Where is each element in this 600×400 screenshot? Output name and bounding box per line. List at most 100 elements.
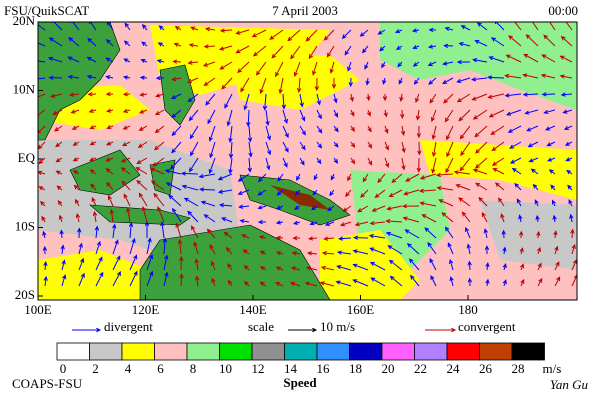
wind-arrow: [146, 237, 152, 255]
wind-arrow: [319, 281, 335, 287]
wind-arrow: [427, 44, 437, 49]
wind-arrow: [327, 205, 335, 212]
wind-arrow: [50, 93, 63, 98]
wind-arrow: [170, 93, 182, 99]
wind-arrow: [341, 29, 352, 39]
wind-arrow: [228, 125, 233, 144]
wind-arrow: [150, 180, 165, 191]
wind-arrow: [308, 236, 318, 241]
wind-arrow: [438, 199, 454, 207]
wind-arrow: [290, 266, 301, 271]
wind-arrow: [262, 93, 268, 111]
wind-arrow: [51, 22, 63, 31]
wind-arrow: [57, 200, 63, 207]
wind-arrow: [342, 205, 352, 212]
wind-arrow: [388, 189, 403, 198]
wind-arrow: [295, 189, 301, 196]
wind-arrow: [565, 157, 573, 162]
wind-arrow: [48, 75, 63, 80]
credit-left: COAPS-FSU: [12, 376, 83, 391]
scale-value: 10 m/s: [320, 319, 355, 334]
wind-arrow: [203, 214, 216, 223]
time-label: 00:00: [548, 3, 578, 18]
wind-arrow: [38, 109, 46, 117]
wind-arrow: [447, 242, 454, 255]
wind-arrow: [415, 93, 420, 103]
wind-arrow: [487, 75, 505, 80]
wind-arrow: [43, 275, 48, 287]
wind-arrow: [238, 204, 250, 209]
wind-arrow: [400, 109, 405, 119]
wind-arrow: [403, 189, 420, 196]
wind-arrow: [522, 73, 539, 79]
wind-arrow: [419, 201, 437, 207]
wind-arrow: [138, 192, 148, 207]
wind-arrow: [309, 221, 318, 226]
wind-arrow: [243, 93, 250, 111]
wind-arrow: [428, 77, 437, 85]
wind-arrow: [385, 218, 403, 224]
wind-arrow: [352, 279, 369, 287]
wind-arrow: [436, 185, 454, 191]
wind-arrow: [543, 109, 556, 115]
wind-arrow: [125, 206, 131, 223]
wind-arrow: [443, 93, 454, 104]
wind-arrow: [219, 61, 233, 70]
wind-arrow: [246, 109, 251, 128]
wind-arrow: [160, 221, 165, 239]
wind-arrow: [333, 93, 338, 104]
wind-arrow: [48, 37, 63, 47]
wind-arrow: [106, 22, 114, 31]
wind-arrow: [275, 251, 284, 256]
wind-arrow: [453, 170, 471, 175]
wind-arrow: [416, 125, 422, 139]
wind-arrow: [226, 109, 233, 127]
lat-tick-label: 10N: [13, 81, 36, 96]
wind-arrow: [502, 263, 507, 271]
wind-arrow: [509, 141, 522, 149]
wind-arrow: [88, 108, 97, 113]
wind-arrow: [72, 157, 80, 162]
wind-arrow: [299, 125, 306, 136]
colorbar-label: 0: [60, 361, 67, 376]
wind-arrow: [293, 205, 301, 210]
lon-tick-label: 160E: [347, 302, 375, 317]
wind-arrow: [491, 141, 505, 152]
colorbar-label: 20: [382, 361, 395, 376]
wind-arrow: [121, 141, 131, 147]
wind-arrow: [429, 93, 437, 104]
wind-arrow: [129, 237, 136, 255]
wind-arrow: [206, 228, 216, 239]
wind-arrow: [158, 25, 165, 31]
wind-arrow: [188, 109, 199, 122]
wind-arrow: [77, 227, 82, 239]
wind-arrow: [545, 125, 556, 131]
vector-legend: divergent scale 10 m/s convergent: [72, 319, 516, 334]
wind-arrow: [112, 239, 119, 255]
wind-arrow: [398, 77, 403, 85]
wind-arrow: [288, 327, 318, 333]
wind-arrow: [384, 141, 389, 151]
wind-arrow: [352, 249, 369, 255]
wind-arrow: [141, 41, 148, 47]
wind-arrow: [312, 189, 318, 196]
wind-arrow: [299, 157, 305, 166]
wind-arrow: [525, 34, 539, 47]
colorbar-label: 22: [414, 361, 427, 376]
wind-arrow: [205, 93, 216, 106]
wind-arrow: [259, 266, 267, 271]
colorbar-label: 24: [447, 361, 461, 376]
wind-arrow: [155, 93, 165, 98]
date-label: 7 April 2003: [272, 3, 338, 18]
wind-vectors: [38, 22, 577, 287]
speed-zone: [230, 55, 360, 110]
wind-arrow: [571, 259, 577, 271]
colorbar-box: [284, 342, 318, 361]
wind-arrow: [560, 35, 573, 47]
wind-arrow: [445, 157, 454, 174]
wind-arrow: [504, 93, 522, 98]
wind-arrow: [559, 55, 573, 63]
wind-arrow: [483, 228, 488, 239]
wind-arrow: [481, 211, 488, 223]
